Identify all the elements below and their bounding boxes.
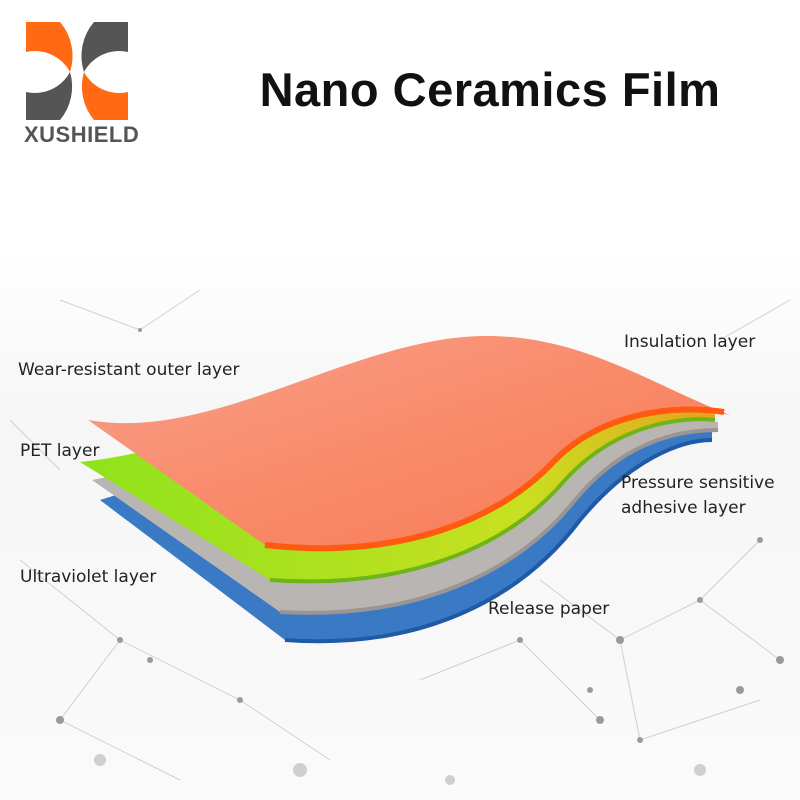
label-release-paper: Release paper (488, 599, 610, 619)
insulation-layer-edge (264, 406, 725, 552)
label-psa: Pressure sensitive adhesive layer (621, 471, 775, 521)
label-ultraviolet: Ultraviolet layer (20, 567, 157, 587)
label-psa-line1: Pressure sensitive (621, 473, 775, 493)
wear-resistant-outer-layer (88, 336, 730, 549)
page-title: Nano Ceramics Film (259, 63, 721, 116)
xushield-logo (26, 22, 128, 120)
film-layers-diagram (80, 336, 730, 644)
label-wear-resistant: Wear-resistant outer layer (18, 360, 240, 380)
brand-name: XUSHIELD (24, 122, 140, 147)
label-insulation: Insulation layer (624, 332, 756, 352)
label-pet: PET layer (20, 441, 100, 461)
label-psa-line2: adhesive layer (621, 498, 746, 518)
